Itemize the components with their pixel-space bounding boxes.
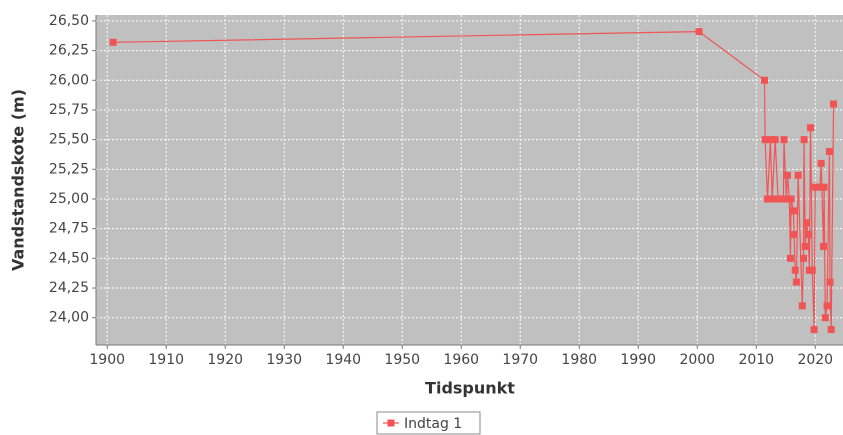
data-point bbox=[798, 302, 806, 310]
x-tick-label: 1950 bbox=[384, 352, 420, 368]
data-point bbox=[810, 326, 818, 334]
data-point bbox=[787, 195, 795, 203]
data-point bbox=[791, 266, 799, 274]
data-point bbox=[808, 266, 816, 274]
y-tick-label: 24,00 bbox=[49, 310, 89, 326]
x-tick-label: 2010 bbox=[738, 352, 774, 368]
y-tick-label: 26,00 bbox=[49, 72, 89, 88]
y-tick-label: 26,25 bbox=[49, 43, 89, 59]
legend-marker bbox=[387, 419, 395, 427]
data-point bbox=[794, 171, 802, 179]
data-point bbox=[830, 100, 838, 108]
data-point bbox=[790, 231, 798, 239]
y-tick-label: 24,25 bbox=[49, 280, 89, 296]
data-point bbox=[826, 278, 834, 286]
data-point bbox=[807, 124, 815, 132]
x-tick-label: 2000 bbox=[679, 352, 715, 368]
x-tick-label: 2020 bbox=[797, 352, 833, 368]
data-line bbox=[113, 31, 835, 330]
data-point bbox=[802, 219, 810, 227]
x-tick-label: 1970 bbox=[502, 352, 538, 368]
data-point bbox=[804, 231, 812, 239]
x-tick-label: 1990 bbox=[620, 352, 656, 368]
x-tick-label: 1920 bbox=[207, 352, 243, 368]
y-tick-label: 25,50 bbox=[49, 132, 89, 148]
data-point bbox=[761, 76, 769, 84]
y-axis-label: Vandstandskote (m) bbox=[9, 89, 28, 271]
data-point bbox=[825, 148, 833, 156]
data-point bbox=[799, 254, 807, 262]
data-point bbox=[789, 207, 797, 215]
x-tick-label: 1910 bbox=[148, 352, 184, 368]
y-tick-label: 26,50 bbox=[49, 13, 89, 29]
x-tick-label: 1900 bbox=[89, 352, 125, 368]
data-point bbox=[768, 195, 776, 203]
data-point bbox=[820, 242, 828, 250]
data-point bbox=[774, 195, 782, 203]
data-point bbox=[792, 278, 800, 286]
y-tick-label: 25,00 bbox=[49, 191, 89, 207]
data-point bbox=[766, 136, 774, 144]
data-point bbox=[786, 254, 794, 262]
data-point bbox=[816, 183, 824, 191]
legend-label: Indtag 1 bbox=[404, 416, 462, 432]
y-tick-label: 24,50 bbox=[49, 250, 89, 266]
x-tick-label: 1940 bbox=[325, 352, 361, 368]
data-point bbox=[820, 183, 828, 191]
data-point bbox=[695, 28, 703, 36]
data-point bbox=[761, 136, 769, 144]
plot-area bbox=[96, 15, 843, 345]
data-point bbox=[109, 38, 117, 46]
data-point bbox=[823, 302, 831, 310]
x-axis-label: Tidspunkt bbox=[425, 379, 515, 398]
y-tick-label: 25,25 bbox=[49, 161, 89, 177]
x-tick-label: 1980 bbox=[561, 352, 597, 368]
y-tick-label: 24,75 bbox=[49, 221, 89, 237]
y-tick-label: 25,75 bbox=[49, 102, 89, 118]
data-point bbox=[800, 136, 808, 144]
data-point bbox=[771, 136, 779, 144]
legend-box bbox=[376, 411, 481, 435]
x-tick-label: 1930 bbox=[266, 352, 302, 368]
data-point bbox=[780, 136, 788, 144]
data-point bbox=[784, 171, 792, 179]
x-tick-label: 1960 bbox=[443, 352, 479, 368]
data-point bbox=[763, 195, 771, 203]
data-point bbox=[817, 159, 825, 167]
data-point bbox=[801, 242, 809, 250]
data-point bbox=[811, 183, 819, 191]
data-point bbox=[827, 326, 835, 334]
data-point bbox=[821, 314, 829, 322]
